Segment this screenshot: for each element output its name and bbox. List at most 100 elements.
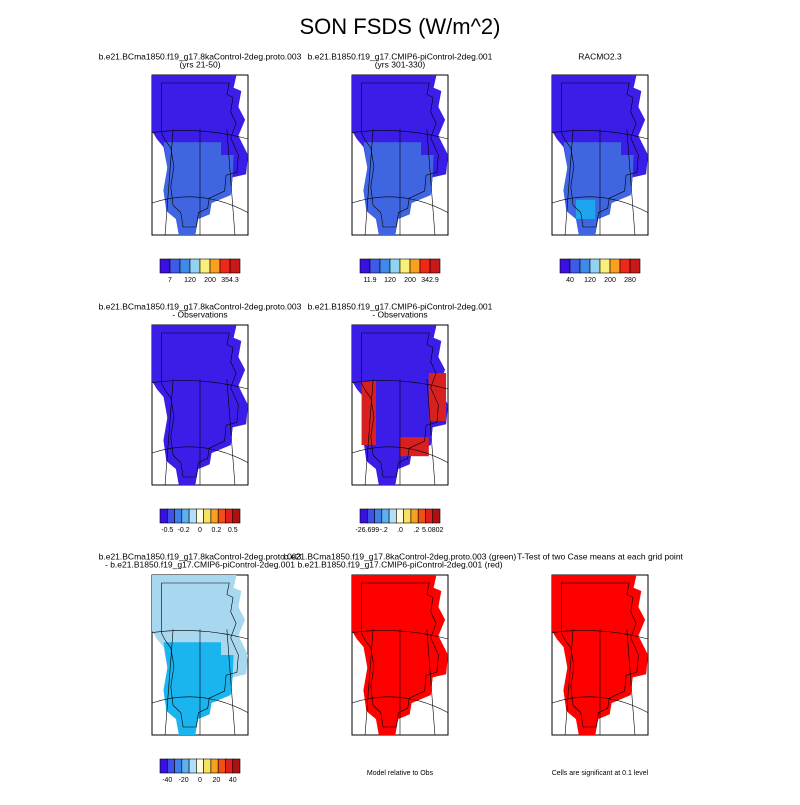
colorbar-box [396,508,404,524]
colorbar-box [589,258,601,274]
colorbar-label: -.2 [380,527,388,534]
colorbar-label: 5.0802 [422,527,444,534]
land-fill-south [563,642,634,735]
colorbar-box [629,258,641,274]
land-fill-patch [428,373,447,421]
colorbar-box [229,258,241,274]
panel-title: b.e21.BCma1850.f19_g17.8kaControl-2deg.p… [99,551,302,561]
colorbar-label: -0.5 [161,527,173,534]
colorbar-box [425,508,434,524]
colorbar-box [196,758,204,774]
land-fill-south [163,642,234,735]
graticule [226,379,236,486]
panel-title: b.e21.BCma1850.f19_g17.8kaControl-2deg.p… [284,551,517,561]
colorbar-label: 0 [198,777,202,784]
colorbar-label: 40 [566,277,574,284]
colorbar-box [209,258,221,274]
colorbar-label: 342.9 [421,277,439,284]
graticule [564,129,574,236]
land-fill-patch [576,199,596,219]
colorbar-label: 280 [624,277,636,284]
graticule [164,629,174,736]
colorbar-box [217,758,226,774]
colorbar-label: -26.699 [355,527,379,534]
colorbar-box [432,508,441,524]
colorbar-box [232,508,241,524]
colorbar-box [174,508,183,524]
colorbar-box [388,508,397,524]
panel-subtitle: - b.e21.B1850.f19_g17.CMIP6-piControl-2d… [105,559,295,569]
panel-note: Model relative to Obs [367,770,434,777]
colorbar-box [389,258,401,274]
coastline [161,82,239,228]
panel-title: b.e21.BCma1850.f19_g17.8kaControl-2deg.p… [99,51,302,61]
graticule [164,379,174,486]
graticule [564,629,574,736]
coastline [561,82,639,228]
colorbar-box [417,508,426,524]
colorbar-box [159,758,168,774]
colorbar-box [166,758,175,774]
colorbar-box [174,758,183,774]
graticule [364,379,374,486]
colorbar-box [409,258,421,274]
colorbar-box [159,258,171,274]
colorbar-box [609,258,621,274]
colorbar-box [189,258,201,274]
colorbar-box [210,508,219,524]
panel-subtitle: (yrs 301-330) [375,59,426,69]
colorbar-label: -20 [179,777,189,784]
land-fill-south [163,392,234,485]
graticule [426,629,436,736]
land-fill-south [363,142,434,235]
panel-note: Cells are significant at 0.1 level [552,770,649,777]
colorbar-box [210,758,219,774]
colorbar-label: 200 [604,277,616,284]
colorbar-box [181,508,190,524]
colorbar-label: 0.5 [228,527,238,534]
colorbar-box [203,508,212,524]
colorbar-label: 0.2 [211,527,221,534]
panel-title: RACMO2.3 [578,51,622,61]
colorbar-box [188,758,197,774]
colorbar-box [419,258,431,274]
colorbar-label: 120 [584,277,596,284]
colorbar-box [225,508,234,524]
colorbar-box [232,758,241,774]
coastline [361,332,439,478]
panel-subtitle: - Observations [372,309,427,319]
colorbar-box [159,508,168,524]
colorbar-label: .2 [413,527,419,534]
colorbar-box [374,508,383,524]
colorbar-box [369,258,381,274]
graticule [364,129,374,236]
graticule [364,629,374,736]
colorbar-box [203,758,212,774]
colorbar-box [217,508,226,524]
colorbar-box [429,258,441,274]
colorbar-box [179,258,191,274]
land-fill-patch [361,381,376,445]
colorbar-label: 354.3 [221,277,239,284]
panel-subtitle: - Observations [172,309,227,319]
colorbar-box [619,258,631,274]
colorbar-box [166,508,175,524]
colorbar-label: .0 [397,527,403,534]
coastline [361,582,439,728]
colorbar-box [359,508,368,524]
colorbar-label: 120 [184,277,196,284]
colorbar-label: -0.2 [178,527,190,534]
colorbar-label: 40 [229,777,237,784]
colorbar-label: 200 [204,277,216,284]
colorbar-box [188,508,197,524]
colorbar-label: 20 [212,777,220,784]
colorbar-box [599,258,611,274]
coastline [161,582,239,728]
colorbar-box [366,508,375,524]
colorbar-box [379,258,391,274]
graticule [626,129,636,236]
colorbar-box [225,758,234,774]
colorbar-box [403,508,412,524]
colorbar-label: 200 [404,277,416,284]
